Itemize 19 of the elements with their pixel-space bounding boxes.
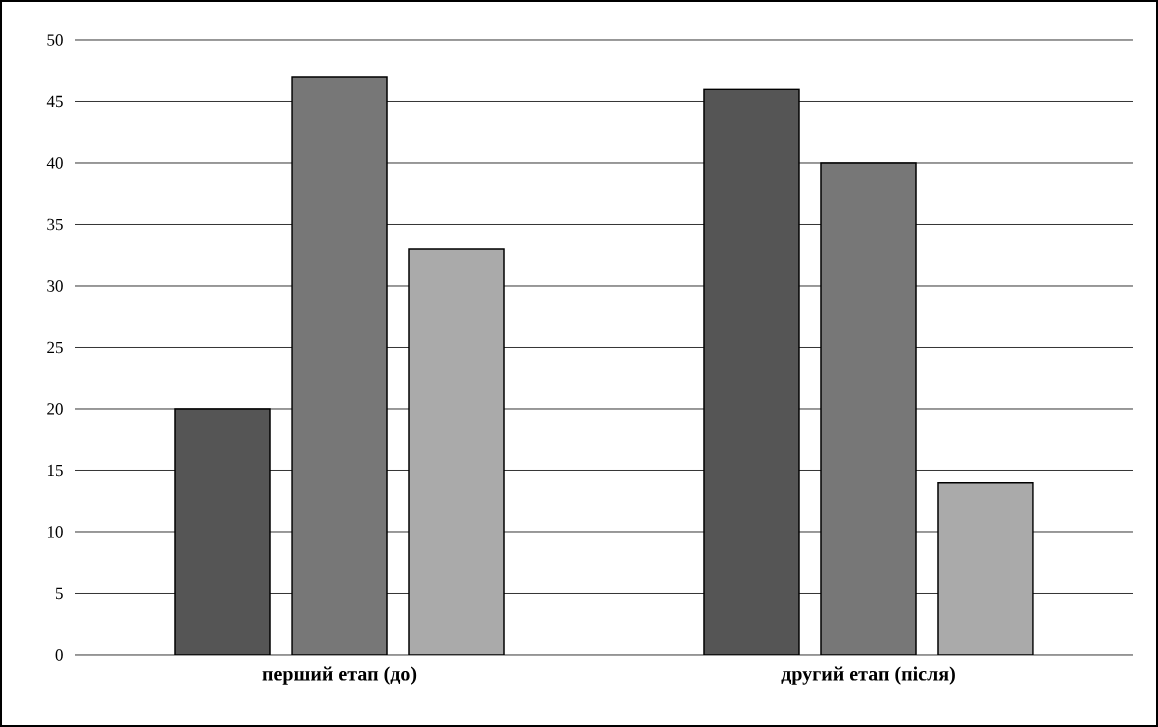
y-tick-label: 45 — [46, 95, 63, 108]
bar — [408, 248, 505, 655]
y-tick-label: 10 — [47, 526, 63, 538]
y-tick-label: 50 — [47, 34, 63, 46]
bar — [937, 482, 1034, 655]
y-tick-label: 20 — [47, 403, 63, 415]
x-tick-label: перший етап (до) — [262, 666, 417, 685]
bar — [703, 88, 800, 655]
bar — [820, 162, 917, 655]
y-tick-label: 15 — [47, 464, 63, 477]
y-tick-label: 40 — [46, 157, 63, 169]
bar — [291, 76, 388, 655]
y-tick-label: 25 — [47, 341, 63, 354]
y-tick-label: 5 — [55, 587, 63, 600]
y-tick-label: 30 — [47, 280, 63, 292]
y-tick-label: 35 — [47, 218, 63, 231]
bar — [174, 408, 271, 655]
y-tick-label: 0 — [55, 649, 63, 661]
x-tick-label: другий етап (після) — [781, 666, 955, 685]
